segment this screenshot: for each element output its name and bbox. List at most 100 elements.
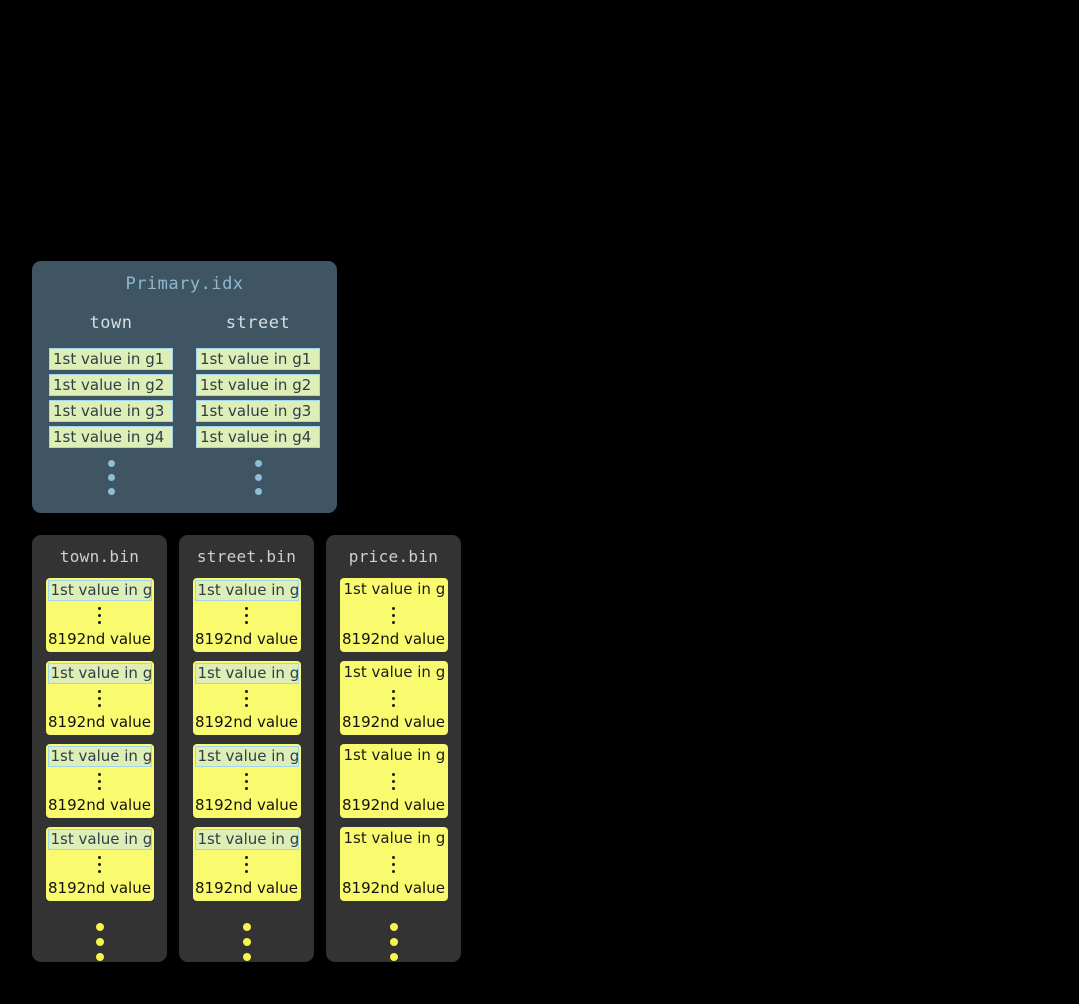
ellipsis-dot <box>245 690 248 693</box>
granule-last-value: 8192nd value <box>342 630 445 648</box>
ellipsis-dot <box>98 856 101 859</box>
vertical-ellipsis-icon <box>195 850 299 879</box>
ellipsis-dot <box>98 690 101 693</box>
ellipsis-dot <box>392 697 395 700</box>
ellipsis-dot <box>254 460 262 467</box>
granule-first-value: 1st value in g1 <box>47 580 152 601</box>
bin-panel-street: street.bin 1st value in g1 8192nd value … <box>179 535 314 962</box>
granule-last-value: 8192nd value <box>342 796 445 814</box>
granule-last-value: 8192nd value <box>48 713 151 731</box>
ellipsis-dot <box>242 938 251 946</box>
ellipsis-dot <box>392 607 395 610</box>
vertical-ellipsis-icon <box>242 923 251 961</box>
granule-first-value: 1st value in g4 <box>343 829 446 847</box>
ellipsis-dot <box>245 870 248 873</box>
index-cell: 1st value in g1 <box>49 348 173 370</box>
ellipsis-dot <box>389 938 398 946</box>
index-cell: 1st value in g3 <box>196 400 320 422</box>
vertical-ellipsis-icon <box>48 601 152 630</box>
ellipsis-dot <box>392 773 395 776</box>
granule-block: 1st value in g2 8192nd value <box>192 661 301 735</box>
ellipsis-dot <box>392 780 395 783</box>
ellipsis-dot <box>245 607 248 610</box>
granule-last-value: 8192nd value <box>342 879 445 897</box>
primary-index-title: Primary.idx <box>125 274 244 294</box>
granule-last-value: 8192nd value <box>195 630 298 648</box>
granule-block: 1st value in g2 8192nd value <box>45 661 154 735</box>
bin-panel-title: price.bin <box>348 547 439 566</box>
ellipsis-dot <box>95 938 104 946</box>
ellipsis-dot <box>107 488 115 495</box>
ellipsis-dot <box>98 870 101 873</box>
ellipsis-dot <box>389 923 398 931</box>
ellipsis-dot <box>98 607 101 610</box>
ellipsis-dot <box>98 697 101 700</box>
vertical-ellipsis-icon <box>342 850 446 879</box>
ellipsis-dot <box>392 690 395 693</box>
granule-first-value: 1st value in g3 <box>343 746 446 764</box>
granule-first-value: 1st value in g1 <box>194 580 299 601</box>
ellipsis-dot <box>245 614 248 617</box>
granule-list: 1st value in g1 8192nd value 1st value i… <box>32 578 167 961</box>
ellipsis-dot <box>95 953 104 961</box>
granule-last-value: 8192nd value <box>48 879 151 897</box>
granule-first-value: 1st value in g4 <box>47 829 152 850</box>
vertical-ellipsis-icon <box>107 460 115 495</box>
granule-first-value: 1st value in g3 <box>47 746 152 767</box>
granule-block: 1st value in g4 8192nd value <box>45 827 154 901</box>
vertical-ellipsis-icon <box>48 767 152 796</box>
ellipsis-dot <box>242 953 251 961</box>
primary-index-columns: town 1st value in g1 1st value in g2 1st… <box>32 313 337 495</box>
ellipsis-dot <box>107 460 115 467</box>
ellipsis-dot <box>98 780 101 783</box>
index-cell: 1st value in g4 <box>49 426 173 448</box>
bin-files-group: town.bin 1st value in g1 8192nd value 1s… <box>32 535 461 962</box>
index-cell: 1st value in g1 <box>196 348 320 370</box>
ellipsis-dot <box>392 863 395 866</box>
ellipsis-dot <box>98 773 101 776</box>
vertical-ellipsis-icon <box>342 601 446 630</box>
vertical-ellipsis-icon <box>48 684 152 713</box>
ellipsis-dot <box>254 488 262 495</box>
granule-first-value: 1st value in g1 <box>343 580 446 598</box>
index-cell: 1st value in g2 <box>196 374 320 396</box>
ellipsis-dot <box>245 780 248 783</box>
ellipsis-dot <box>98 787 101 790</box>
granule-list: 1st value in g1 8192nd value 1st value i… <box>179 578 314 961</box>
bin-panel-title: street.bin <box>196 547 297 566</box>
granule-first-value: 1st value in g3 <box>194 746 299 767</box>
ellipsis-dot <box>95 923 104 931</box>
bin-panel-title: town.bin <box>59 547 140 566</box>
vertical-ellipsis-icon <box>95 923 104 961</box>
ellipsis-dot <box>98 614 101 617</box>
granule-block: 1st value in g3 8192nd value <box>45 744 154 818</box>
granule-last-value: 8192nd value <box>195 796 298 814</box>
ellipsis-dot <box>392 787 395 790</box>
granule-block: 1st value in g1 8192nd value <box>339 578 448 652</box>
ellipsis-dot <box>254 474 262 481</box>
ellipsis-dot <box>98 621 101 624</box>
vertical-ellipsis-icon <box>389 923 398 961</box>
ellipsis-dot <box>245 773 248 776</box>
ellipsis-dot <box>392 614 395 617</box>
ellipsis-dot <box>242 923 251 931</box>
granule-list: 1st value in g1 8192nd value 1st value i… <box>326 578 461 961</box>
granule-block: 1st value in g2 8192nd value <box>339 661 448 735</box>
granule-block: 1st value in g3 8192nd value <box>339 744 448 818</box>
granule-last-value: 8192nd value <box>195 879 298 897</box>
index-cell: 1st value in g2 <box>49 374 173 396</box>
index-cell: 1st value in g3 <box>49 400 173 422</box>
bin-panel-town: town.bin 1st value in g1 8192nd value 1s… <box>32 535 167 962</box>
column-header-street: street <box>225 313 291 333</box>
ellipsis-dot <box>245 787 248 790</box>
ellipsis-dot <box>107 474 115 481</box>
granule-block: 1st value in g1 8192nd value <box>192 578 301 652</box>
granule-first-value: 1st value in g2 <box>47 663 152 684</box>
ellipsis-dot <box>392 856 395 859</box>
ellipsis-dot <box>245 621 248 624</box>
bin-panel-price: price.bin 1st value in g1 8192nd value 1… <box>326 535 461 962</box>
granule-last-value: 8192nd value <box>48 796 151 814</box>
ellipsis-dot <box>245 856 248 859</box>
granule-first-value: 1st value in g2 <box>194 663 299 684</box>
ellipsis-dot <box>245 863 248 866</box>
